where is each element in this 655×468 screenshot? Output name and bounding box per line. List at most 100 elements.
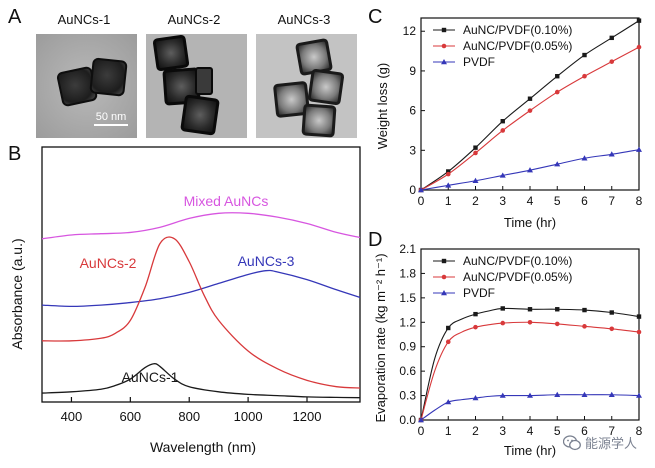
chart-d-xtick-label: 0 — [418, 424, 425, 438]
chart-c-point — [445, 171, 451, 177]
chart-c-xtick-label: 8 — [636, 194, 643, 208]
chart-b-series-label-3: AuNCs-2 — [80, 255, 137, 271]
wechat-icon — [562, 434, 581, 450]
chart-d-point — [608, 391, 615, 397]
chart-b-xlabel: Wavelength (nm) — [150, 439, 256, 455]
chart-c-xtick-label: 1 — [445, 194, 452, 208]
chart-d-point — [582, 324, 587, 329]
chart-b-series-label-2: AuNCs-3 — [238, 253, 295, 269]
chart-d-xtick-label: 2 — [472, 424, 479, 438]
chart-b-ylabel: Absorbance (a.u.) — [9, 238, 25, 349]
chart-d-point — [609, 326, 615, 332]
chart-d-point — [500, 320, 506, 326]
chart-c-point — [500, 128, 506, 133]
chart-d-ytick-label: 0.9 — [399, 340, 416, 354]
chart-d-point — [473, 311, 478, 317]
chart-d-point — [527, 392, 533, 398]
chart-d-point — [555, 307, 560, 312]
chart-c-legend-marker — [441, 43, 447, 49]
chart-b-series-line-2 — [41, 269, 361, 308]
chart-c-ytick-label: 9 — [409, 64, 416, 78]
chart-d-point — [636, 329, 642, 335]
chart-c-point — [581, 155, 588, 161]
chart-d-xtick-label: 8 — [636, 424, 643, 438]
chart-d-point — [609, 310, 614, 315]
chart-c-point — [527, 167, 533, 173]
chart-b-xtick-label: 1000 — [234, 409, 263, 424]
chart-d-ytick-label: 0.3 — [399, 389, 416, 403]
chart-c-point — [636, 18, 642, 23]
chart-c-point — [636, 146, 642, 152]
panel-letter-d: D — [368, 229, 383, 251]
chart-d-legend-marker — [441, 274, 447, 280]
chart-c-xtick-label: 7 — [608, 194, 615, 208]
chart-b-series-label-1: Mixed AuNCs — [184, 193, 269, 209]
chart-c-legend-marker — [441, 59, 447, 65]
chart-c-point — [527, 108, 533, 113]
chart-d-ytick-label: 0.0 — [399, 413, 416, 427]
chart-d-ylabel: Evaporation rate (kg m⁻² h⁻¹) — [373, 253, 388, 422]
chart-d-legend-marker — [441, 290, 447, 296]
chart-d-point — [636, 392, 642, 398]
chart-c-xtick-label: 3 — [499, 194, 506, 208]
chart-c-xtick-label: 2 — [472, 194, 479, 208]
watermark: 能源学人 — [562, 433, 637, 452]
chart-d-point — [446, 325, 451, 331]
chart-d-xtick-label: 3 — [499, 424, 506, 438]
chart-c-legend-marker — [441, 27, 447, 33]
panel-letter-b: B — [8, 143, 22, 165]
chart-c-point — [555, 74, 560, 79]
tem-title-3: AuNCs-3 — [277, 12, 331, 27]
tem-title-2: AuNCs-2 — [167, 12, 221, 27]
chart-d-point — [636, 314, 642, 319]
tem-image-aunc-1: 50 nm — [36, 34, 137, 138]
chart-c-xtick-label: 4 — [527, 194, 534, 208]
chart-b-series-label-4: AuNCs-1 — [122, 369, 179, 385]
chart-d-point — [472, 395, 479, 401]
chart-c-xtick-label: 5 — [554, 194, 561, 208]
chart-c-point — [499, 172, 506, 178]
chart-d-ytick-label: 1.2 — [399, 315, 416, 329]
chart-c-point — [446, 169, 451, 174]
chart-d-point — [582, 307, 587, 313]
chart-b-frame — [41, 146, 361, 403]
chart-d-point — [500, 306, 505, 311]
chart-d-xtick-label: 4 — [527, 424, 534, 438]
chart-d-ytick-label: 2.1 — [399, 242, 416, 256]
chart-c-point — [608, 151, 615, 157]
chart-b-xtick-label: 600 — [119, 409, 141, 424]
chart-c-point — [609, 59, 615, 64]
chart-c-ytick-label: 3 — [409, 143, 416, 157]
chart-d-point — [554, 321, 560, 327]
chart-d-point — [473, 324, 478, 330]
chart-c-point — [636, 44, 642, 50]
chart-c-xtick-label: 0 — [418, 194, 425, 208]
chart-d-xlabel: Time (hr) — [504, 443, 556, 458]
chart-d-point — [527, 319, 533, 325]
chart-c-point — [609, 35, 614, 41]
chart-c-point — [582, 73, 587, 79]
chart-d-point — [418, 417, 424, 423]
chart-c-point — [418, 187, 424, 193]
tem-title-1: AuNCs-1 — [57, 12, 111, 27]
chart-d-point — [445, 399, 452, 405]
chart-d-ytick-label: 0.6 — [399, 364, 416, 378]
chart-d-ytick-label: 1.5 — [399, 291, 416, 305]
watermark-text: 能源学人 — [584, 437, 637, 452]
chart-d-series-line-1 — [420, 307, 640, 421]
chart-d-point — [527, 307, 533, 312]
chart-b-series-line-3 — [41, 236, 361, 389]
chart-d-legend-label: PVDF — [463, 286, 495, 300]
chart-c-point — [473, 145, 478, 150]
chart-b-xtick-label: 800 — [178, 409, 200, 424]
chart-c-legend-label: PVDF — [463, 55, 495, 69]
chart-c-point — [500, 119, 505, 124]
panel-letter-c: C — [368, 6, 383, 28]
chart-d-xtick-label: 6 — [581, 424, 588, 438]
chart-c-point — [582, 52, 587, 58]
chart-d-legend-label: AuNC/PVDF(0.05%) — [463, 270, 572, 284]
chart-d-xtick-label: 5 — [554, 424, 561, 438]
